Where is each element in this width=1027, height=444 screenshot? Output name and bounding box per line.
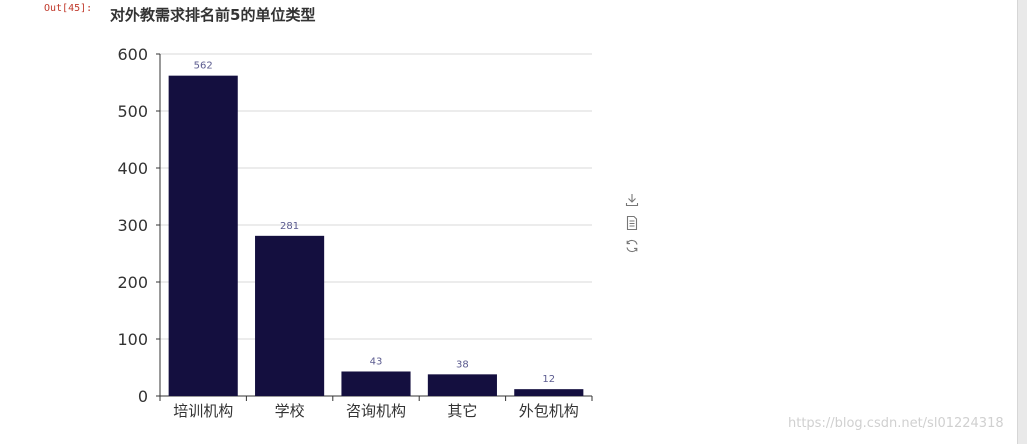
bar-2 <box>341 371 411 396</box>
data-label: 38 <box>456 359 469 370</box>
x-tick-label: 咨询机构 <box>346 402 406 420</box>
y-tick-label: 500 <box>117 102 148 121</box>
y-tick-label: 600 <box>117 45 148 64</box>
bar-3 <box>427 374 497 396</box>
output-prompt: Out[45]: <box>44 3 93 14</box>
data-view-icon[interactable] <box>624 215 640 231</box>
chart-toolbox <box>624 192 642 261</box>
x-tick-label: 外包机构 <box>519 402 579 420</box>
y-tick-label: 400 <box>117 159 148 178</box>
x-tick-label: 其它 <box>447 402 477 420</box>
y-tick-label: 200 <box>117 273 148 292</box>
data-label: 281 <box>280 221 299 232</box>
y-tick-label: 100 <box>117 330 148 349</box>
x-tick-label: 学校 <box>275 402 305 420</box>
restore-icon[interactable] <box>624 238 640 254</box>
bar-0 <box>168 75 238 396</box>
data-label: 43 <box>370 356 383 367</box>
download-icon[interactable] <box>624 192 640 208</box>
data-label: 562 <box>194 61 213 72</box>
y-tick-label: 300 <box>117 216 148 235</box>
data-label: 12 <box>542 374 555 385</box>
bar-1 <box>255 235 325 396</box>
chart-title: 对外教需求排名前5的单位类型 <box>110 6 316 24</box>
y-tick-label: 0 <box>138 387 148 406</box>
x-tick-label: 培训机构 <box>173 402 233 420</box>
watermark: https://blog.csdn.net/sl01224318 <box>788 416 1004 431</box>
scrollbar-track[interactable] <box>1017 0 1027 444</box>
bar-4 <box>514 389 584 396</box>
